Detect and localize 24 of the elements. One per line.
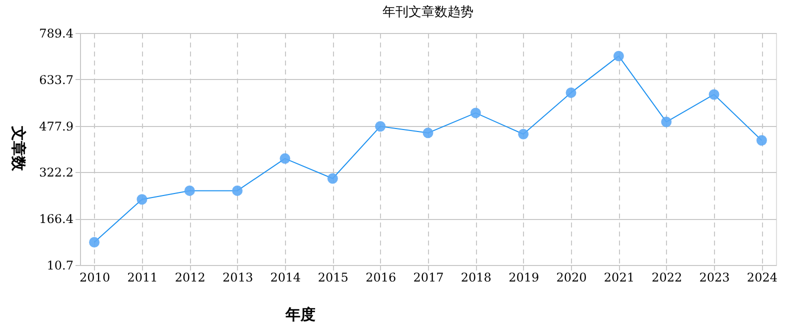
y-tick-label: 477.9 [39, 119, 74, 134]
y-tick-label: 166.4 [39, 212, 74, 226]
x-tick-label: 2014 [270, 270, 302, 284]
x-tick-label: 2024 [746, 270, 778, 284]
y-axis-title: 文章数 [10, 125, 28, 172]
x-tick-label: 2018 [460, 270, 492, 284]
x-tick-label: 2010 [80, 270, 110, 284]
y-tick-label: 789.4 [39, 26, 74, 40]
x-tick-label: 2023 [699, 270, 730, 284]
y-tick-label: 633.7 [39, 72, 74, 87]
x-tick-label: 2015 [318, 270, 348, 284]
x-tick-label: 2022 [652, 270, 682, 284]
x-tick-label: 2021 [604, 270, 634, 284]
x-tick-label: 2016 [366, 270, 396, 284]
y-tick-label: 322.2 [39, 166, 74, 180]
y-tick-label: 10.7 [46, 258, 74, 272]
x-tick-label: 2017 [413, 270, 444, 284]
x-tick-label: 2012 [174, 270, 206, 284]
x-tick-label: 2019 [508, 270, 540, 284]
x-tick-label: 2011 [127, 270, 158, 284]
chart-title: 年刊文章数趋势 [382, 5, 474, 20]
x-tick-label: 2013 [222, 270, 254, 284]
x-tick-label: 2020 [556, 270, 587, 284]
x-axis-title: 年度 [284, 306, 316, 324]
